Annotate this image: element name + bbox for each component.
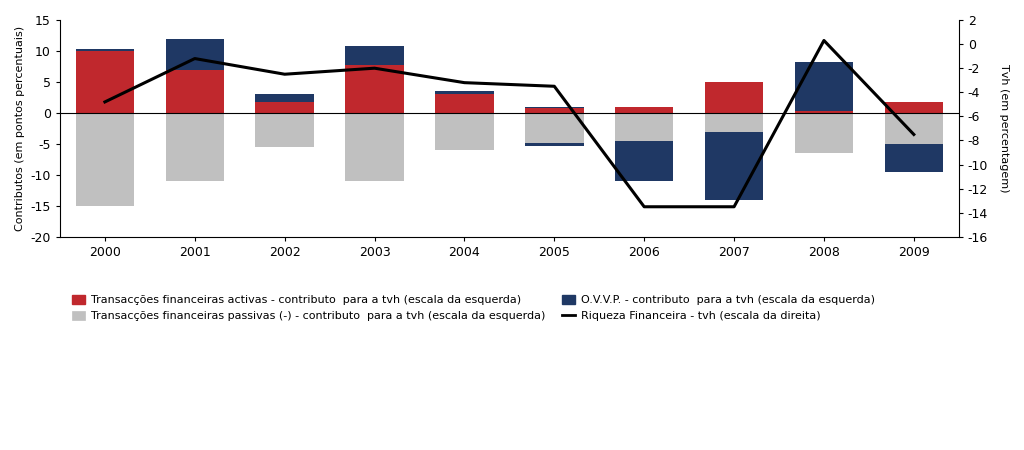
Legend: Transacções financeiras activas - contributo  para a tvh (escala da esquerda), T: Transacções financeiras activas - contri…	[68, 290, 880, 325]
Bar	[345, 65, 403, 113]
Bar	[525, 143, 584, 146]
Bar	[76, 113, 134, 206]
Bar	[795, 111, 853, 113]
Bar	[795, 62, 853, 111]
Bar	[435, 91, 494, 94]
Bar	[525, 113, 584, 143]
Bar	[166, 113, 224, 181]
Bar	[255, 103, 314, 113]
Bar	[76, 51, 134, 113]
Bar	[885, 144, 943, 172]
Bar	[885, 102, 943, 113]
Bar	[435, 94, 494, 113]
Y-axis label: Contributos (em pontos percentuais): Contributos (em pontos percentuais)	[15, 26, 25, 231]
Bar	[705, 131, 763, 200]
Bar	[345, 113, 403, 181]
Bar	[76, 49, 134, 51]
Y-axis label: Tvh (em percentagem): Tvh (em percentagem)	[999, 64, 1009, 193]
Bar	[525, 107, 584, 108]
Bar	[525, 108, 584, 113]
Bar	[615, 107, 674, 113]
Bar	[885, 113, 943, 144]
Bar	[255, 113, 314, 147]
Bar	[435, 113, 494, 150]
Bar	[705, 82, 763, 113]
Bar	[615, 113, 674, 141]
Bar	[166, 70, 224, 113]
Bar	[345, 46, 403, 65]
Bar	[795, 113, 853, 153]
Bar	[166, 39, 224, 70]
Bar	[705, 113, 763, 131]
Bar	[255, 94, 314, 103]
Bar	[615, 141, 674, 181]
